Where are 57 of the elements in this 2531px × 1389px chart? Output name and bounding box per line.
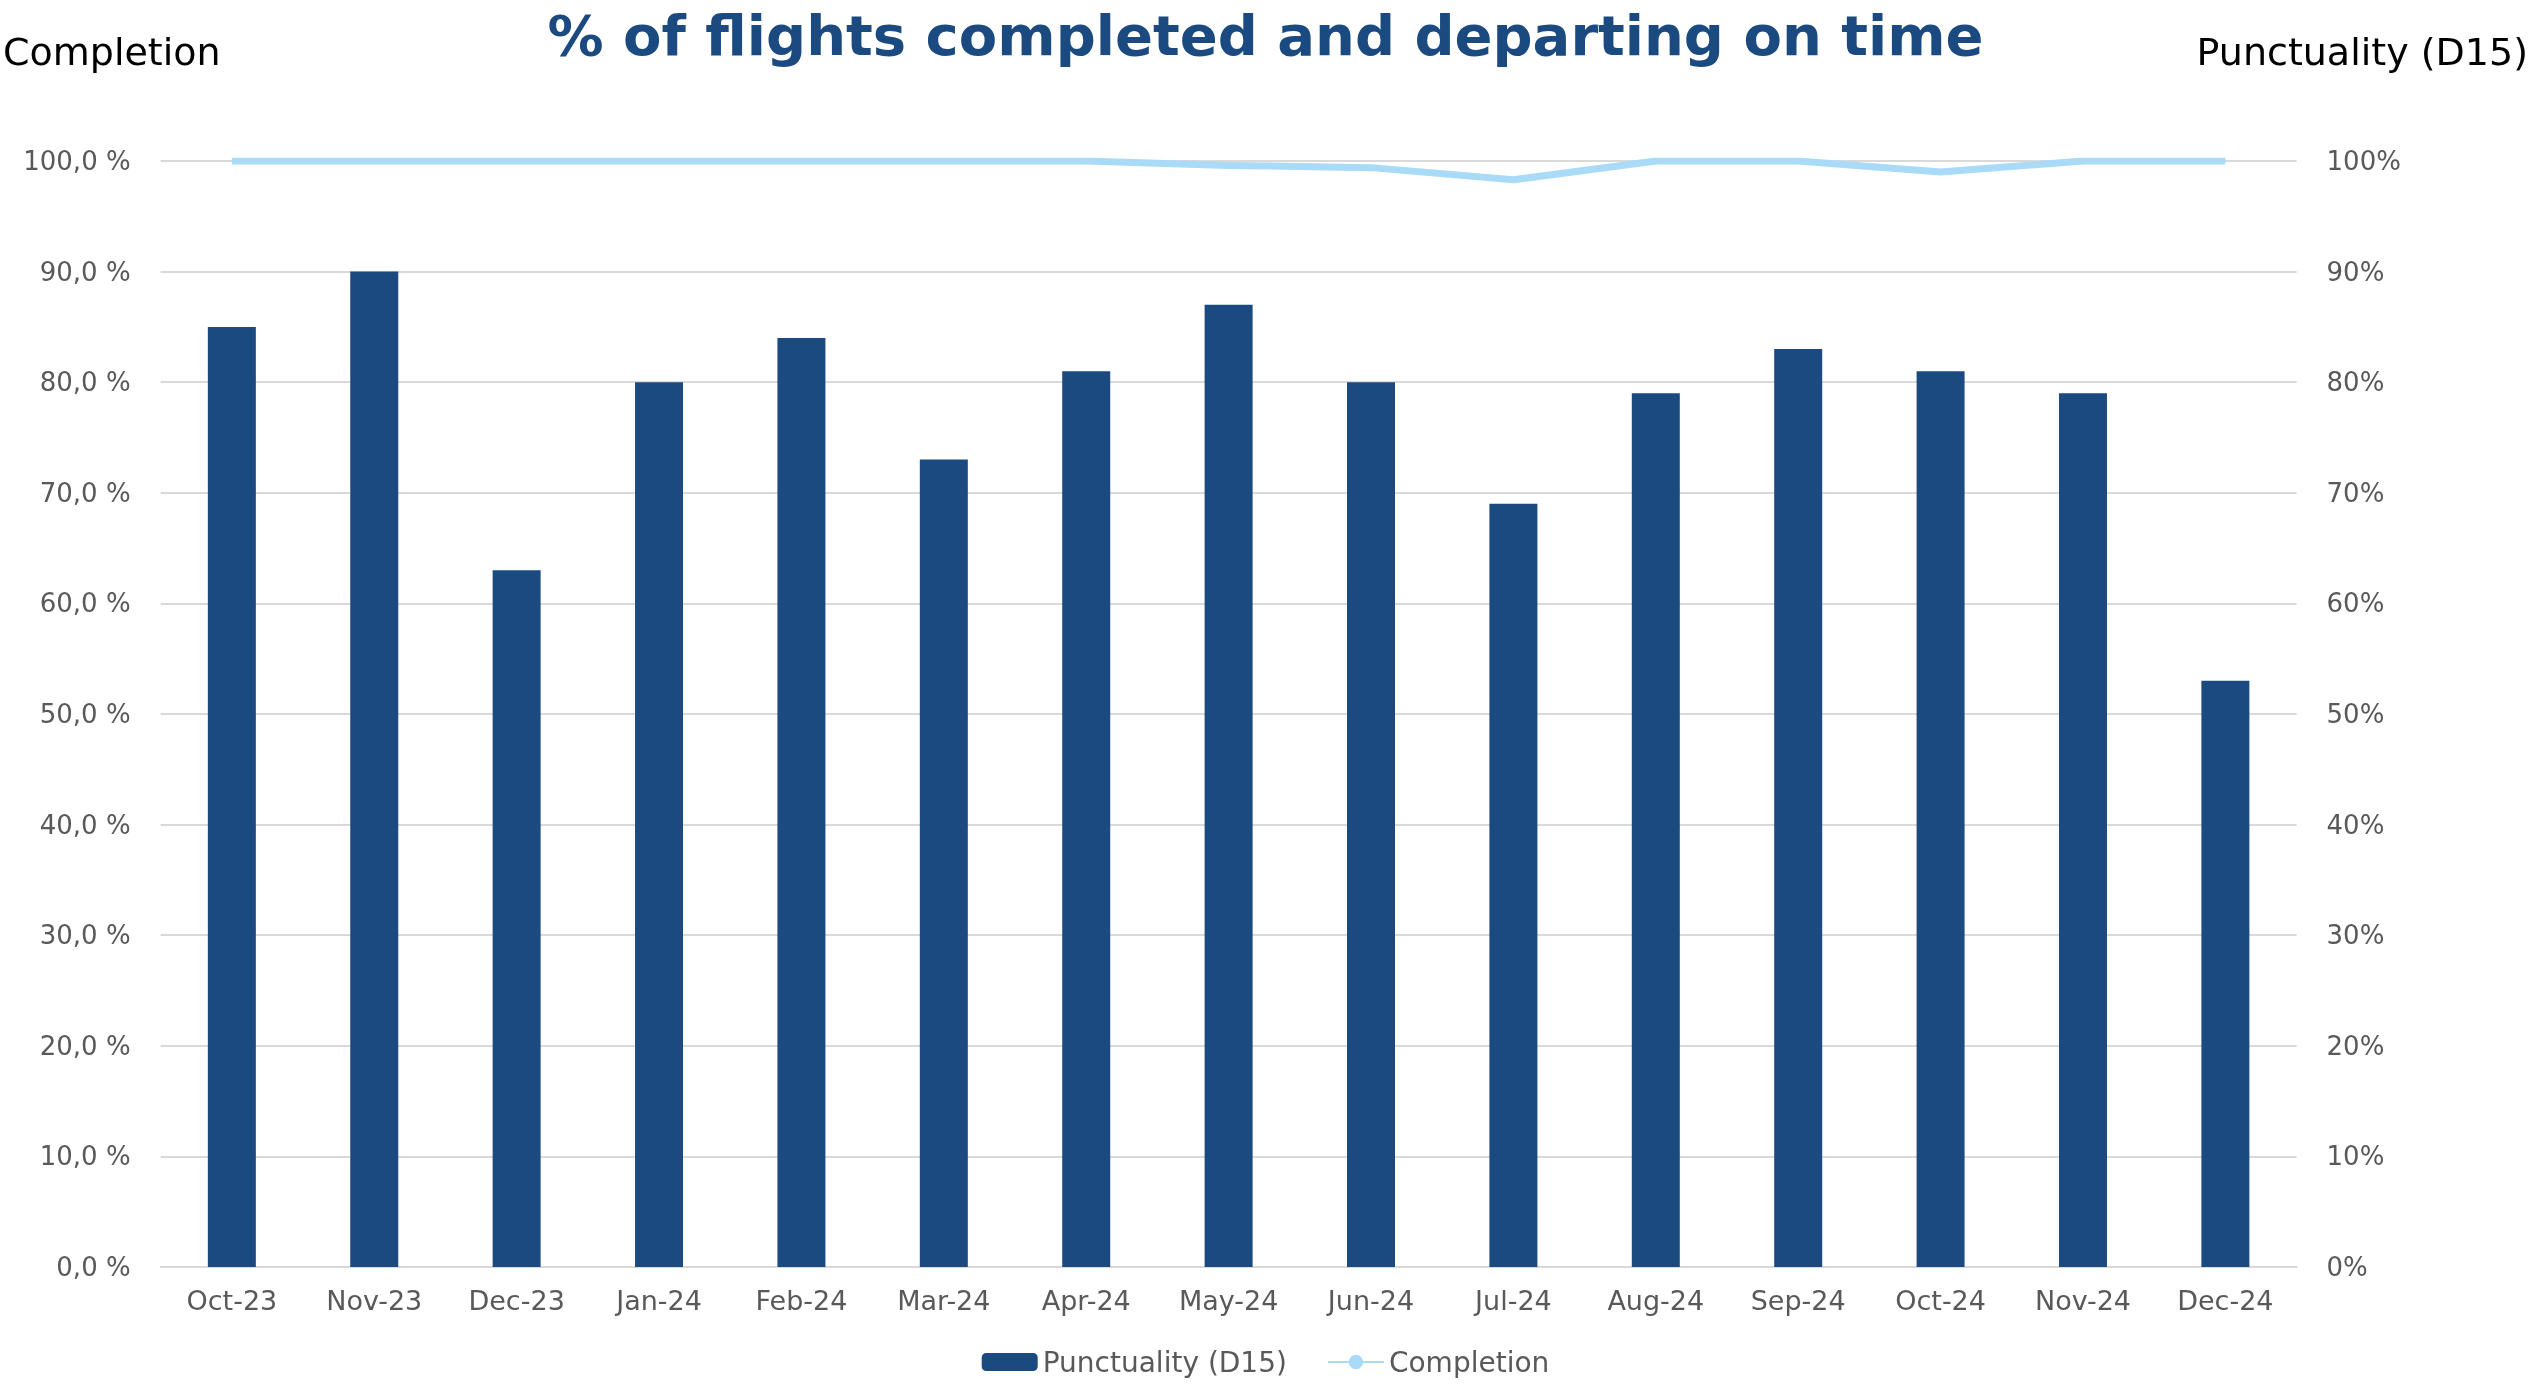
- x-tick-label: Apr-24: [1041, 1285, 1131, 1316]
- bar: [492, 570, 541, 1267]
- y2-tick-label: 100%: [2326, 146, 2401, 176]
- y2-tick-label: 50%: [2326, 699, 2385, 729]
- y-tick-label: 70,0 %: [39, 477, 131, 508]
- y-tick-label: 10,0 %: [39, 1141, 131, 1172]
- y2-tick-label: 90%: [2326, 256, 2385, 287]
- bar: [777, 337, 826, 1267]
- legend-label: Completion: [1388, 1345, 1550, 1379]
- bar: [635, 382, 684, 1267]
- y2-tick-label: 20%: [2326, 1030, 2385, 1061]
- legend-label: Punctuality (D15): [1042, 1345, 1287, 1379]
- x-tick-label: Oct-24: [1895, 1285, 1986, 1316]
- bar: [1489, 503, 1538, 1267]
- y-tick-label: 50,0 %: [39, 699, 131, 729]
- bar: [1062, 371, 1111, 1267]
- x-tick-label: Dec-23: [468, 1285, 565, 1316]
- bar: [2201, 680, 2250, 1267]
- bar: [919, 459, 968, 1267]
- bar: [350, 271, 399, 1267]
- bar: [2058, 393, 2107, 1267]
- x-tick-label: Sep-24: [1750, 1285, 1846, 1316]
- y-tick-label: 40,0 %: [39, 809, 131, 840]
- x-tick-label: Nov-23: [326, 1285, 423, 1316]
- x-tick-label: Feb-24: [755, 1285, 848, 1316]
- x-tick-label: Aug-24: [1607, 1285, 1705, 1316]
- y-tick-label: 100,0 %: [23, 146, 131, 176]
- x-tick-label: Mar-24: [897, 1285, 991, 1316]
- bar: [1916, 371, 1965, 1267]
- x-tick-label: Jan-24: [614, 1285, 702, 1316]
- x-tick-label: Dec-24: [2177, 1285, 2274, 1316]
- x-tick-label: Jul-24: [1473, 1285, 1552, 1316]
- x-tick-label: Nov-24: [2034, 1285, 2132, 1316]
- bar: [1204, 304, 1253, 1267]
- y-tick-label: 90,0 %: [39, 256, 131, 287]
- chart-title: % of flights completed and departing on time: [547, 2, 1984, 68]
- bar: [1631, 393, 1680, 1267]
- x-tick-label: Oct-23: [186, 1285, 278, 1316]
- bar: [1347, 382, 1396, 1267]
- y2-axis-title: Punctuality (D15): [2196, 30, 2529, 74]
- y-axis-title: Completion: [2, 30, 221, 74]
- y-tick-label: 60,0 %: [39, 588, 131, 619]
- y2-tick-label: 10%: [2326, 1141, 2385, 1172]
- y-tick-label: 30,0 %: [39, 920, 131, 951]
- y2-tick-label: 30%: [2326, 920, 2385, 951]
- y2-tick-label: 0%: [2326, 1252, 2368, 1282]
- y-tick-label: 0,0 %: [56, 1252, 131, 1282]
- y2-tick-label: 70%: [2326, 477, 2385, 508]
- x-tick-label: Jun-24: [1325, 1285, 1415, 1316]
- x-tick-label: May-24: [1178, 1285, 1279, 1316]
- bar: [1774, 349, 1823, 1267]
- y-tick-label: 20,0 %: [39, 1030, 131, 1061]
- y2-tick-label: 40%: [2326, 809, 2385, 840]
- y2-tick-label: 80%: [2326, 367, 2385, 398]
- bar: [207, 326, 256, 1267]
- y-tick-label: 80,0 %: [39, 367, 131, 398]
- y2-tick-label: 60%: [2326, 588, 2385, 619]
